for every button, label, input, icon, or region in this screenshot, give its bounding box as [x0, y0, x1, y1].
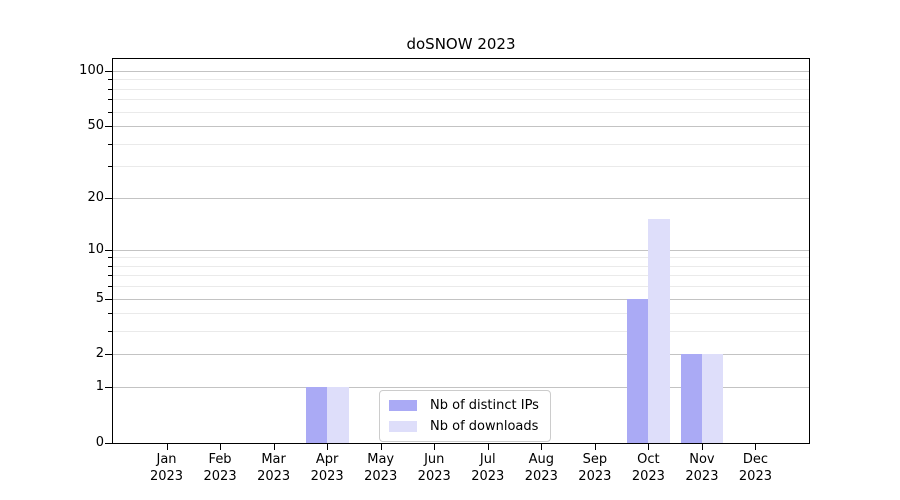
- chart-title: doSNOW 2023: [406, 35, 516, 53]
- y-tick-mark: [105, 443, 112, 444]
- legend-swatch-distinct-ips: [389, 400, 417, 411]
- x-tick-label: Apr 2023: [310, 452, 344, 484]
- y-tick-mark-minor: [108, 265, 112, 267]
- y-tick-label: 2: [95, 346, 104, 362]
- x-tick-mark: [380, 444, 382, 450]
- x-tick-label: Feb 2023: [203, 452, 237, 484]
- x-tick-mark: [220, 444, 222, 450]
- legend-item-distinct-ips: Nb of distinct IPs: [389, 398, 539, 413]
- x-tick-label: Nov 2023: [685, 452, 719, 484]
- y-tick-label: 0: [95, 435, 104, 450]
- bar-downloads: [701, 354, 724, 443]
- y-tick-mark: [105, 70, 112, 72]
- bar-distinct-ips: [680, 354, 702, 443]
- x-tick-label: Mar 2023: [257, 452, 291, 484]
- x-tick-label: Oct 2023: [631, 452, 665, 484]
- gridline-minor: [113, 88, 809, 90]
- x-tick-label: Sep 2023: [578, 452, 612, 484]
- x-tick-label: Jun 2023: [417, 452, 451, 484]
- x-tick-label: Dec 2023: [738, 452, 772, 484]
- y-tick-mark-minor: [108, 313, 112, 315]
- y-tick-mark-minor: [108, 143, 112, 145]
- y-tick-mark: [105, 387, 112, 389]
- y-tick-mark-minor: [108, 166, 112, 168]
- y-tick-mark-minor: [108, 331, 112, 333]
- bar-downloads: [327, 387, 349, 443]
- y-tick-label: 100: [79, 62, 104, 78]
- gridline-minor: [113, 111, 809, 113]
- x-tick-mark: [648, 444, 650, 450]
- y-tick-label: 1: [95, 379, 104, 395]
- legend-item-downloads: Nb of downloads: [389, 419, 539, 434]
- legend: Nb of distinct IPs Nb of downloads: [379, 390, 551, 442]
- y-tick-mark: [105, 354, 112, 356]
- gridline-major: [113, 125, 809, 127]
- x-tick-mark: [273, 444, 275, 450]
- gridline-minor: [113, 313, 809, 315]
- gridline-minor: [113, 265, 809, 267]
- y-tick-mark-minor: [108, 79, 112, 81]
- y-tick-mark-minor: [108, 111, 112, 113]
- x-tick-mark: [434, 444, 436, 450]
- gridline-major: [113, 387, 809, 389]
- x-tick-mark: [487, 444, 489, 450]
- gridline-major: [113, 70, 809, 72]
- bar-distinct-ips: [626, 298, 649, 443]
- gridline-minor: [113, 166, 809, 168]
- x-tick-mark: [594, 444, 596, 450]
- x-tick-mark: [755, 444, 757, 450]
- y-tick-label: 50: [87, 117, 104, 133]
- x-tick-mark: [701, 444, 703, 450]
- x-tick-label: May 2023: [364, 452, 398, 484]
- x-tick-label: Aug 2023: [524, 452, 558, 484]
- y-tick-mark-minor: [108, 286, 112, 288]
- y-tick-mark: [105, 249, 112, 251]
- legend-label-distinct-ips: Nb of distinct IPs: [430, 398, 539, 413]
- y-tick-label: 5: [95, 290, 104, 306]
- gridline-minor: [113, 257, 809, 259]
- gridline-major: [113, 249, 809, 251]
- y-tick-mark: [105, 125, 112, 127]
- gridline-major: [113, 197, 809, 199]
- x-tick-label: Jan 2023: [149, 452, 184, 484]
- bar-downloads: [648, 219, 670, 443]
- bar-distinct-ips: [305, 387, 328, 443]
- y-tick-mark-minor: [108, 99, 112, 101]
- gridline-major: [113, 298, 809, 300]
- y-tick-mark-minor: [108, 257, 112, 259]
- x-tick-mark: [541, 444, 543, 450]
- x-tick-label: Jul 2023: [471, 452, 505, 484]
- gridline-minor: [113, 143, 809, 145]
- y-tick-mark-minor: [108, 275, 112, 277]
- x-tick-mark: [327, 444, 329, 450]
- y-tick-label: 10: [87, 241, 104, 257]
- gridline-minor: [113, 286, 809, 288]
- legend-swatch-downloads: [389, 421, 417, 432]
- plot-area: Nb of distinct IPs Nb of downloads: [112, 58, 810, 444]
- y-tick-mark-minor: [108, 88, 112, 90]
- gridline-minor: [113, 331, 809, 333]
- legend-label-downloads: Nb of downloads: [430, 419, 539, 434]
- gridline-minor: [113, 79, 809, 81]
- y-tick-mark: [105, 298, 112, 300]
- gridline-minor: [113, 275, 809, 277]
- y-tick-mark: [105, 197, 112, 199]
- gridline-major: [113, 354, 809, 356]
- gridline-minor: [113, 99, 809, 101]
- x-tick-mark: [166, 444, 168, 450]
- y-tick-label: 20: [87, 189, 104, 205]
